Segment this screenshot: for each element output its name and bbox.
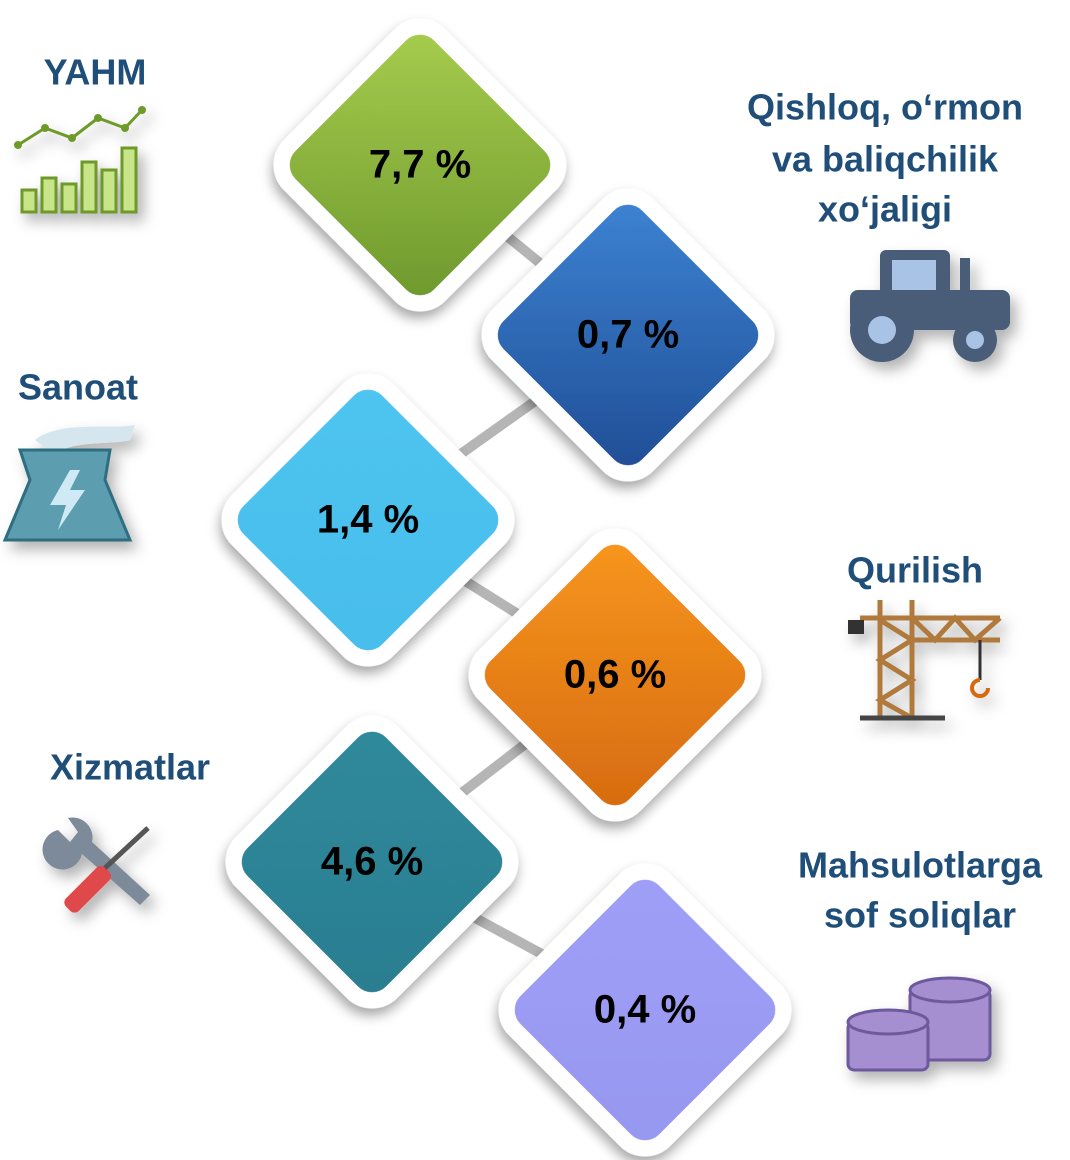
category-label: Xizmatlar [50, 747, 210, 788]
chart-icon [14, 106, 146, 214]
value-label: 1,4 % [317, 498, 419, 542]
value-label: 7,7 % [369, 143, 471, 187]
labels: 7,7 % YAHM 0,7 % Qishloq, o‘rmon va baliqchi… [18, 52, 1043, 1032]
diamond [498, 863, 792, 1157]
diamond [225, 715, 519, 1009]
value-label: 4,6 % [321, 840, 423, 884]
category-label: Sanoat [18, 367, 138, 408]
value-label: 0,7 % [577, 313, 679, 357]
diamond [468, 528, 762, 822]
category-label: Mahsulotlarga [798, 845, 1043, 886]
factory-icon [2, 425, 135, 542]
crane-icon [848, 600, 1002, 721]
diamond [481, 188, 775, 482]
category-label: YAHM [44, 52, 147, 93]
icons [2, 106, 1010, 1072]
value-label: 0,6 % [564, 653, 666, 697]
category-label: sof soliqlar [824, 895, 1016, 936]
value-label: 0,4 % [594, 988, 696, 1032]
diamond [221, 373, 515, 667]
tools-icon [42, 817, 150, 913]
coins-icon [846, 976, 992, 1072]
tractor-icon [850, 250, 1010, 362]
category-label: Qishloq, o‘rmon [747, 87, 1023, 128]
category-label: va baliqchilik [772, 139, 999, 180]
category-label: xo‘jaligi [818, 189, 952, 230]
category-label: Qurilish [847, 550, 983, 591]
diamonds [221, 18, 792, 1157]
diamond [273, 18, 567, 312]
